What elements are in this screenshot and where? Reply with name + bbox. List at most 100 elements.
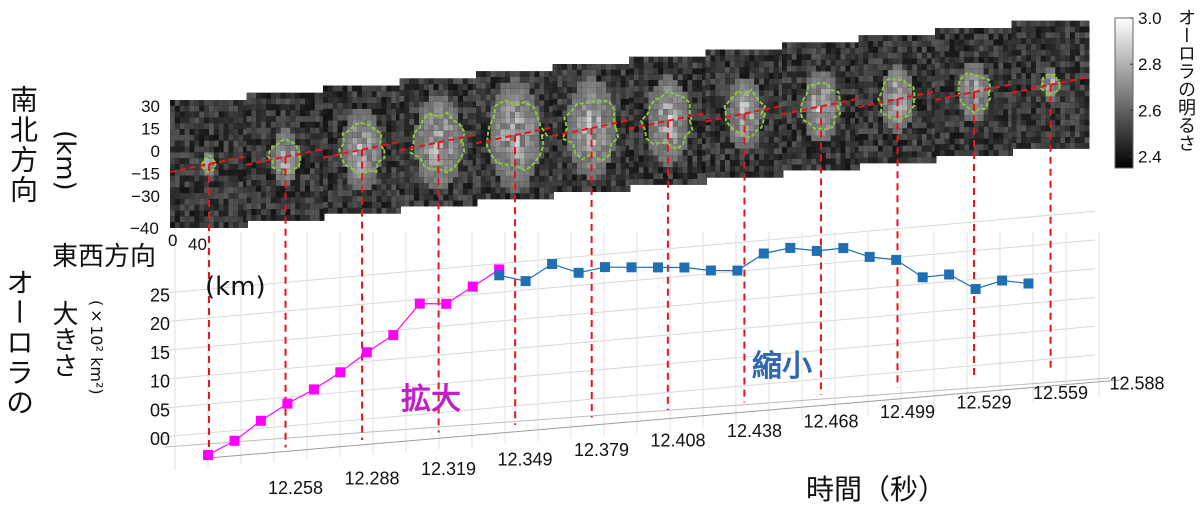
heatmap-cell bbox=[883, 35, 888, 41]
heatmap-cell bbox=[940, 139, 945, 145]
heatmap-cell bbox=[859, 134, 864, 140]
heatmap-cell bbox=[544, 164, 549, 170]
heatmap-cell bbox=[247, 145, 252, 151]
heatmap-cell bbox=[945, 63, 950, 69]
heatmap-cell bbox=[787, 118, 792, 124]
heatmap-cell bbox=[535, 141, 540, 147]
heatmap-cell bbox=[256, 168, 261, 174]
heatmap-cell bbox=[448, 195, 453, 201]
heatmap-cell bbox=[453, 142, 458, 148]
heatmap-cell bbox=[845, 95, 850, 101]
heatmap-cell bbox=[850, 48, 855, 54]
heatmap-cell bbox=[634, 144, 639, 150]
heatmap-cell bbox=[922, 157, 927, 163]
heatmap-cell bbox=[629, 98, 634, 104]
heatmap-cell bbox=[720, 90, 725, 96]
heatmap-cell bbox=[994, 69, 999, 75]
heatmap-cell bbox=[424, 201, 429, 207]
heatmap-cell bbox=[994, 75, 999, 81]
heatmap-cell bbox=[601, 64, 606, 70]
heatmap-cell bbox=[439, 119, 444, 125]
heatmap-cell bbox=[749, 172, 754, 178]
heatmap-cell bbox=[238, 199, 243, 205]
heatmap-cell bbox=[792, 141, 797, 147]
heatmap-cell bbox=[769, 85, 774, 91]
heatmap-cell bbox=[199, 211, 204, 217]
heatmap-cell bbox=[468, 154, 473, 160]
heatmap-cell bbox=[439, 102, 444, 108]
heatmap-cell bbox=[170, 164, 175, 170]
heatmap-cell bbox=[491, 124, 496, 130]
heatmap-cell bbox=[745, 55, 750, 61]
heatmap-cell bbox=[883, 140, 888, 146]
heatmap-cell bbox=[352, 132, 357, 138]
heatmap-cell bbox=[343, 179, 348, 185]
heatmap-cell bbox=[170, 141, 175, 147]
heatmap-cell bbox=[998, 92, 1003, 98]
heatmap-cell bbox=[352, 179, 357, 185]
heatmap-cell bbox=[639, 162, 644, 168]
expand-series-point bbox=[415, 299, 425, 309]
heatmap-cell bbox=[185, 205, 190, 211]
heatmap-cell bbox=[935, 28, 940, 34]
heatmap-cell bbox=[863, 152, 868, 158]
heatmap-cell bbox=[621, 82, 626, 88]
heatmap-cell bbox=[468, 166, 473, 172]
heatmap-cell bbox=[251, 93, 256, 99]
heatmap-cell bbox=[658, 162, 663, 168]
heatmap-cell bbox=[601, 87, 606, 93]
heatmap-cell bbox=[1065, 131, 1070, 137]
heatmap-cell bbox=[1065, 38, 1070, 44]
heatmap-cell bbox=[649, 115, 654, 121]
heatmap-cell bbox=[315, 116, 320, 122]
heatmap-cell bbox=[658, 109, 663, 115]
heatmap-cell bbox=[204, 147, 209, 153]
heatmap-cell bbox=[323, 126, 328, 132]
heatmap-cell bbox=[414, 148, 419, 154]
heatmap-cell bbox=[229, 118, 234, 124]
heatmap-cell bbox=[715, 172, 720, 178]
heatmap-cell bbox=[601, 169, 606, 175]
heatmap-cell bbox=[458, 131, 463, 137]
heatmap-cell bbox=[927, 99, 932, 105]
heatmap-cell bbox=[1016, 120, 1021, 126]
heatmap-cell bbox=[644, 57, 649, 63]
heatmap-cell bbox=[841, 77, 846, 83]
heatmap-cell bbox=[315, 128, 320, 134]
heatmap-cell bbox=[927, 47, 932, 53]
heatmap-cell bbox=[305, 209, 310, 215]
heatmap-cell bbox=[468, 102, 473, 108]
heatmap-cell bbox=[170, 176, 175, 182]
heatmap-cell bbox=[979, 115, 984, 121]
heatmap-cell bbox=[587, 64, 592, 70]
heatmap-cell bbox=[180, 129, 185, 135]
heatmap-cell bbox=[266, 198, 271, 204]
heatmap-cell bbox=[557, 93, 562, 99]
heatmap-cell bbox=[653, 173, 658, 179]
heatmap-cell bbox=[816, 66, 821, 72]
heatmap-cell bbox=[927, 41, 932, 47]
heatmap-cell bbox=[1060, 44, 1065, 50]
heatmap-cell bbox=[214, 182, 219, 188]
y-tick-label: 25 bbox=[150, 285, 170, 305]
heatmap-cell bbox=[185, 216, 190, 222]
heatmap-cell bbox=[1080, 85, 1085, 91]
heatmap-cell bbox=[1055, 27, 1060, 33]
heatmap-cell bbox=[831, 42, 836, 48]
heatmap-cell bbox=[802, 77, 807, 83]
heatmap-cell bbox=[658, 80, 663, 86]
heatmap-cell bbox=[845, 54, 850, 60]
heatmap-cell bbox=[611, 76, 616, 82]
heatmap-cell bbox=[414, 102, 419, 108]
heatmap-cell bbox=[328, 173, 333, 179]
heatmap-cell bbox=[577, 76, 582, 82]
heatmap-cell bbox=[338, 208, 343, 214]
heatmap-cell bbox=[238, 205, 243, 211]
heatmap-cell bbox=[500, 129, 505, 135]
heatmap-cell bbox=[386, 190, 391, 196]
heatmap-cell bbox=[692, 80, 697, 86]
heatmap-cell bbox=[621, 111, 626, 117]
heatmap-cell bbox=[463, 183, 468, 189]
heatmap-cell bbox=[266, 104, 271, 110]
heatmap-cell bbox=[754, 55, 759, 61]
